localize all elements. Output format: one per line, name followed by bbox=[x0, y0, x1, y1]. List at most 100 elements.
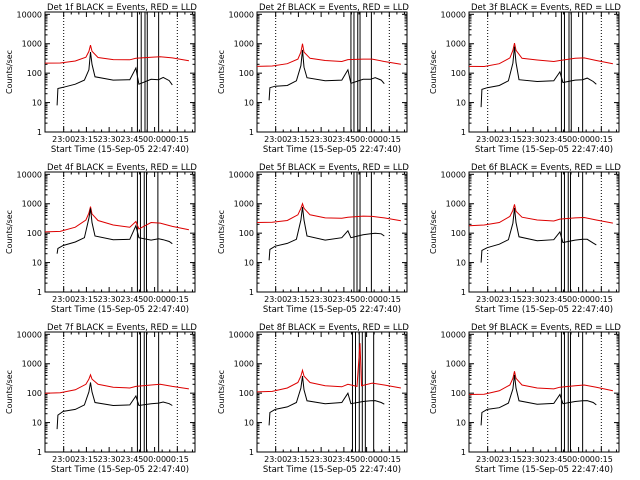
x-tick-label: 00:15 bbox=[590, 295, 613, 304]
series-events-line bbox=[480, 46, 597, 108]
x-tick-label: 00:15 bbox=[378, 455, 401, 464]
x-axis-label: Start Time (15-Sep-05 22:47:40) bbox=[263, 305, 401, 315]
series-lld-line bbox=[256, 343, 401, 393]
y-axis-label: Counts/sec bbox=[217, 370, 226, 414]
y-tick-label: 1 bbox=[461, 128, 466, 137]
series-events-line bbox=[56, 208, 173, 254]
x-tick-label: 23:30 bbox=[522, 455, 545, 464]
x-tick-label: 23:30 bbox=[98, 295, 121, 304]
y-tick-label: 1 bbox=[37, 448, 42, 457]
x-axis-label: Start Time (15-Sep-05 22:47:40) bbox=[475, 465, 613, 475]
x-axis-label: Start Time (15-Sep-05 22:47:40) bbox=[263, 145, 401, 155]
x-axis-label: Start Time (15-Sep-05 22:47:40) bbox=[475, 305, 613, 315]
plot-frame bbox=[256, 11, 408, 133]
series-events-line bbox=[480, 374, 597, 426]
x-axis-label: Start Time (15-Sep-05 22:47:40) bbox=[263, 465, 401, 475]
y-tick-label: 10000 bbox=[229, 10, 254, 19]
x-tick-label: 23:15 bbox=[75, 295, 98, 304]
y-tick-label: 1 bbox=[37, 288, 42, 297]
x-tick-label: 23:00 bbox=[52, 295, 75, 304]
x-tick-label: 23:00 bbox=[476, 135, 499, 144]
y-axis-label: Counts/sec bbox=[429, 50, 438, 94]
plot-frame bbox=[44, 171, 196, 293]
series-lld-line bbox=[468, 42, 613, 68]
y-tick-label: 10000 bbox=[17, 10, 42, 19]
panel-title: Det 3f BLACK = Events, RED = LLD bbox=[471, 3, 621, 13]
series-events-line bbox=[268, 49, 385, 101]
x-tick-label: 23:15 bbox=[499, 455, 522, 464]
chart-panel: Det 5f BLACK = Events, RED = LLD 1 10 100 10… bbox=[217, 163, 409, 315]
y-tick-label: 10 bbox=[32, 259, 42, 268]
y-tick-label: 10 bbox=[456, 419, 466, 428]
series-lld-line bbox=[44, 44, 189, 64]
x-tick-label: 23:15 bbox=[75, 455, 98, 464]
y-tick-label: 10 bbox=[32, 419, 42, 428]
y-tick-label: 10000 bbox=[17, 330, 42, 339]
y-tick-label: 10 bbox=[244, 99, 254, 108]
series-lld-line bbox=[468, 371, 614, 395]
y-tick-label: 100 bbox=[451, 389, 466, 398]
y-tick-label: 1000 bbox=[234, 40, 254, 49]
y-tick-label: 1000 bbox=[22, 40, 42, 49]
x-tick-label: 00:15 bbox=[166, 455, 189, 464]
x-tick-label: 23:15 bbox=[499, 135, 522, 144]
y-tick-label: 1 bbox=[37, 128, 42, 137]
x-tick-label: 23:00 bbox=[476, 295, 499, 304]
plot-frame bbox=[468, 11, 620, 133]
x-axis-label: Start Time (15-Sep-05 22:47:40) bbox=[475, 145, 613, 155]
plot-frame bbox=[468, 171, 620, 293]
y-tick-label: 10000 bbox=[229, 170, 254, 179]
x-tick-label: 00:15 bbox=[166, 135, 189, 144]
series-lld-line bbox=[468, 204, 613, 227]
y-tick-label: 10000 bbox=[17, 170, 42, 179]
x-tick-label: 23:30 bbox=[522, 295, 545, 304]
plot-frame bbox=[468, 331, 620, 453]
x-tick-label: 23:15 bbox=[287, 135, 310, 144]
y-tick-label: 10 bbox=[32, 99, 42, 108]
y-tick-label: 10000 bbox=[441, 10, 466, 19]
series-events-line bbox=[56, 382, 173, 430]
plot-frame bbox=[44, 11, 196, 133]
plot-frame bbox=[256, 171, 408, 293]
x-tick-label: 23:30 bbox=[310, 455, 333, 464]
x-tick-label: 23:00 bbox=[476, 455, 499, 464]
x-tick-label: 23:45 bbox=[544, 455, 567, 464]
series-events-line bbox=[268, 206, 385, 261]
x-tick-label: 00:15 bbox=[166, 295, 189, 304]
x-tick-label: 00:00 bbox=[567, 295, 590, 304]
x-tick-label: 23:00 bbox=[52, 135, 75, 144]
series-events-line bbox=[268, 376, 385, 426]
y-tick-label: 1 bbox=[249, 448, 254, 457]
chart-panel: Det 6f BLACK = Events, RED = LLD 1 10 100 10… bbox=[429, 163, 621, 315]
y-tick-label: 100 bbox=[239, 389, 254, 398]
y-tick-label: 100 bbox=[27, 389, 42, 398]
y-axis-label: Counts/sec bbox=[429, 210, 438, 254]
x-tick-label: 00:00 bbox=[567, 135, 590, 144]
x-tick-label: 00:00 bbox=[355, 135, 378, 144]
x-tick-label: 00:15 bbox=[378, 135, 401, 144]
y-tick-label: 100 bbox=[239, 229, 254, 238]
x-tick-label: 00:00 bbox=[143, 135, 166, 144]
x-axis-label: Start Time (15-Sep-05 22:47:40) bbox=[51, 305, 189, 315]
chart-panel: Det 8f BLACK = Events, RED = LLD 1 10 100 10… bbox=[217, 323, 409, 475]
x-tick-label: 23:00 bbox=[264, 295, 287, 304]
chart-panel: Det 1f BLACK = Events, RED = LLD 1 10 100 10… bbox=[5, 3, 197, 155]
x-tick-label: 00:00 bbox=[143, 455, 166, 464]
x-axis-label: Start Time (15-Sep-05 22:47:40) bbox=[51, 465, 189, 475]
series-lld-line bbox=[44, 373, 189, 394]
panel-title: Det 9f BLACK = Events, RED = LLD bbox=[471, 323, 621, 333]
x-tick-label: 00:00 bbox=[567, 455, 590, 464]
panel-title: Det 2f BLACK = Events, RED = LLD bbox=[259, 3, 409, 13]
x-tick-label: 00:15 bbox=[590, 135, 613, 144]
x-tick-label: 23:15 bbox=[499, 295, 522, 304]
panel-title: Det 4f BLACK = Events, RED = LLD bbox=[47, 163, 197, 173]
x-tick-label: 23:45 bbox=[120, 295, 143, 304]
x-tick-label: 23:15 bbox=[75, 135, 98, 144]
y-tick-label: 1000 bbox=[22, 200, 42, 209]
y-tick-label: 1 bbox=[461, 288, 466, 297]
x-tick-label: 23:30 bbox=[310, 295, 333, 304]
y-tick-label: 1 bbox=[249, 288, 254, 297]
plot-frame bbox=[256, 331, 408, 453]
y-tick-label: 100 bbox=[451, 69, 466, 78]
